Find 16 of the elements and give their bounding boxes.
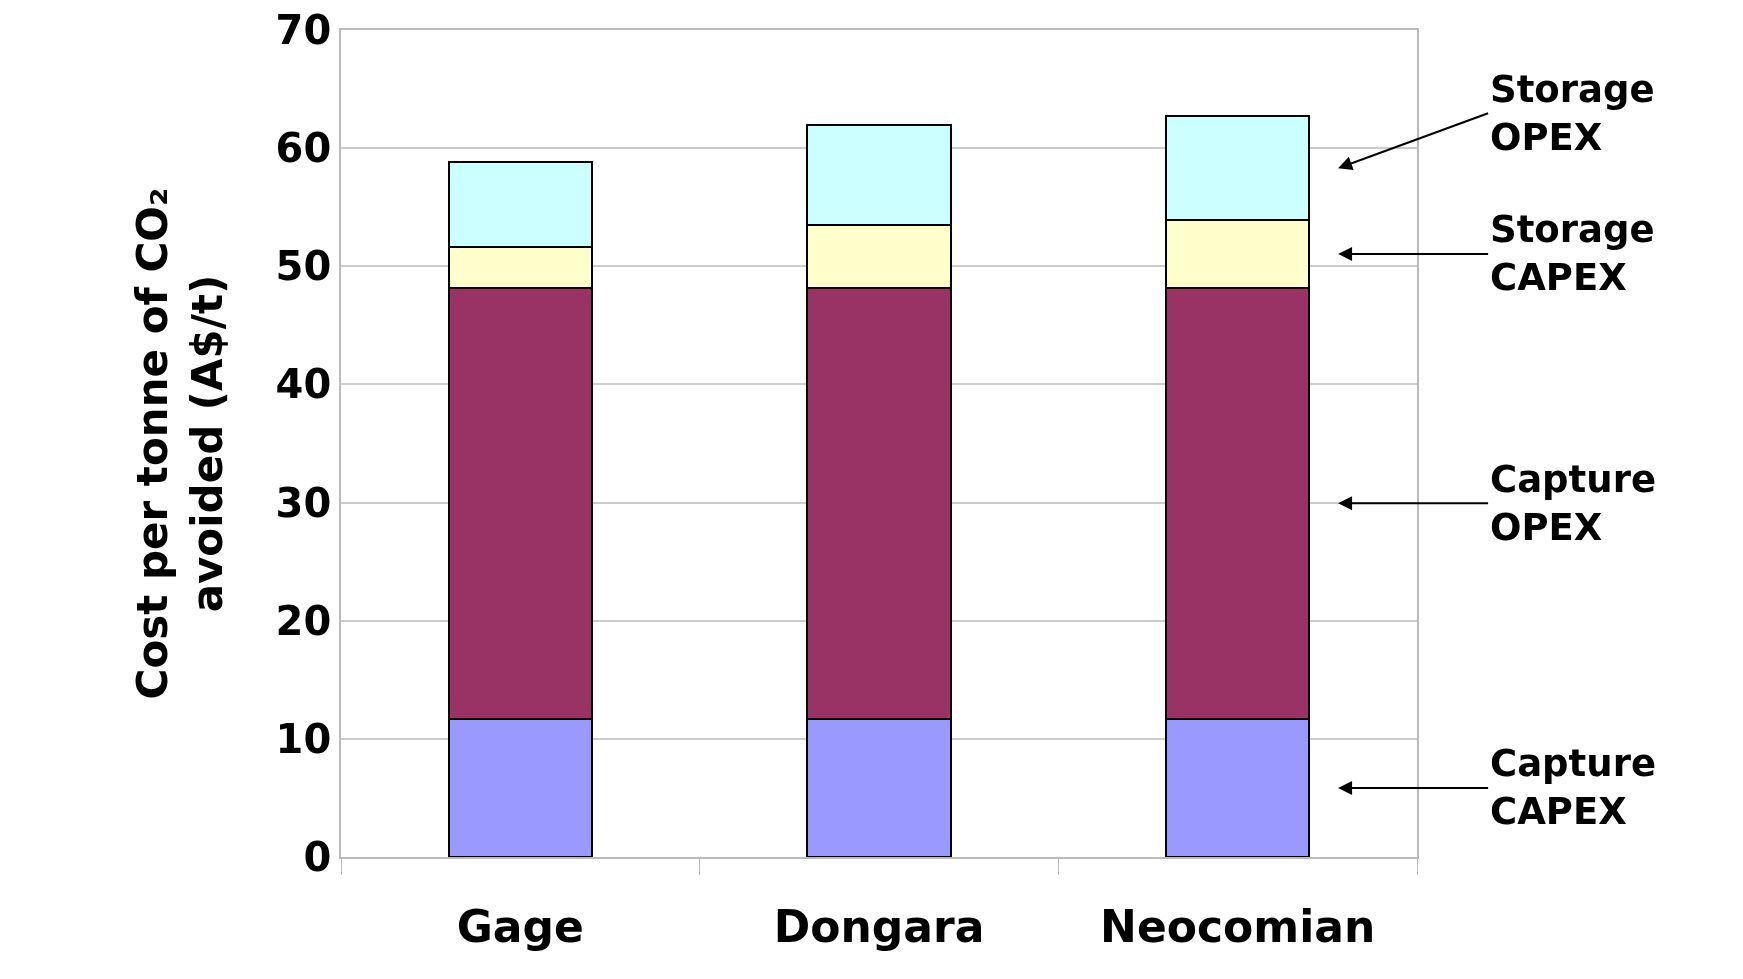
legend-label: Capture CAPEX [1490,742,1656,834]
legend-label: Capture OPEX [1490,458,1656,550]
y-axis-title: Cost per tonne of CO₂ avoided (A$/t) [128,187,232,700]
x-tick-label: Neocomian [1100,900,1376,952]
x-tick-label: Dongara [773,900,985,952]
x-tick-label: Gage [456,900,584,952]
y-tick-label: 20 [275,597,332,644]
y-tick-label: 70 [275,7,332,53]
y-tick-label: 10 [275,715,332,762]
legend-label: Storage CAPEX [1490,208,1655,300]
y-tick-label: 50 [275,243,332,290]
y-tick-label: 30 [275,479,332,526]
y-tick-label: 40 [275,361,332,408]
text: Storage OPEX [1490,68,1655,160]
y-tick-label: 60 [275,125,332,172]
y-tick-label: 0 [303,834,332,880]
